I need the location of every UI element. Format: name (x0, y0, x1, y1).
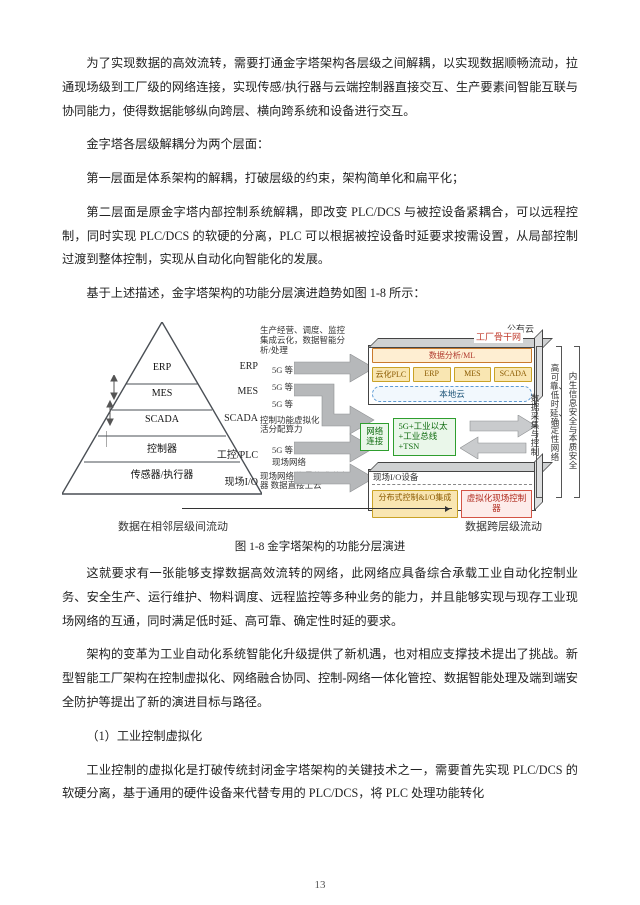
chip-plc: 云化PLC (372, 367, 410, 382)
figure-1-8: ERP MES SCADA 控制器 传感器/执行器 ERP MES SCADA … (62, 316, 578, 554)
section-heading: （1）工业控制虚拟化 (62, 725, 578, 749)
fig-bottom-right: 数据跨层级流动 (465, 518, 542, 534)
mid-erp: ERP (208, 361, 258, 372)
green-side: 网络连接 (360, 423, 389, 451)
io-left: 分布式控制&I/O集成 (372, 490, 458, 518)
paragraph-7: 架构的变革为工业自动化系统智能化升级提供了新机遇，也对相应支撑技术提出了挑战。新… (62, 643, 578, 714)
mid-mes: MES (208, 386, 258, 397)
paragraph-5: 基于上述描述，金字塔架构的功能分层演进趋势如图 1-8 所示： (62, 282, 578, 306)
chip-erp: ERP (413, 367, 451, 382)
io-title: 现场I/O设备 (369, 470, 535, 484)
io-right: 虚拟化现场控制器 (461, 490, 532, 518)
figure-title: 图 1-8 金字塔架构的功能分层演进 (62, 538, 578, 554)
vtext-safe: 内生信息安全与本质安全 (568, 372, 578, 470)
link-3: 5G 等 (272, 398, 293, 410)
paragraph-2: 金字塔各层级解耦分为两个层面： (62, 133, 578, 157)
mid-scada: SCADA (208, 413, 258, 424)
paragraph-1: 为了实现数据的高效流转，需要打通金字塔架构各层级之间解耦，以实现数据顺畅流动，拉… (62, 52, 578, 123)
local-cloud: 本地云 (372, 386, 532, 402)
chip-mes: MES (454, 367, 492, 382)
document-page: 为了实现数据的高效流转，需要打通金字塔架构各层级之间解耦，以实现数据顺畅流动，拉… (0, 0, 640, 905)
vtext-net: 高可靠、低时延、确定性网络 (550, 364, 560, 462)
chip-analytics: 数据分析/ML (372, 348, 532, 363)
vtext-collect: 数据采集与控制 (530, 394, 540, 456)
paragraph-3: 第一层面是体系架构的解耦，打破层级的约束，架构简单化和扁平化； (62, 167, 578, 191)
mid-io: 现场I/O (208, 473, 258, 488)
link-2: 5G 等 (272, 381, 293, 393)
right-stack: 公有云 工厂骨干网 数据分析/ML 云化PLC ERP MES SCADA 本地… (368, 322, 536, 511)
mid-plc: 工控/PLC (208, 446, 258, 461)
loop-arrows-icon (460, 415, 536, 459)
green-main: 5G+工业以太+工业总线+TSN (393, 418, 456, 455)
page-number: 13 (0, 879, 640, 891)
fig-bottom-left: 数据在相邻层级间流动 (118, 518, 228, 534)
link-1: 5G 等 (272, 364, 293, 376)
pyr-arrows (106, 375, 122, 491)
lower-box: 现场I/O设备 分布式控制&I/O集成 虚拟化现场控制器 (368, 469, 536, 511)
paragraph-6: 这就要求有一张能够支撑数据高效流转的网络，此网络应具备综合承载工业自动化控制业务… (62, 562, 578, 633)
upper-box: 工厂骨干网 数据分析/ML 云化PLC ERP MES SCADA 本地云 (368, 345, 536, 405)
note-top: 生产经营、调度、监控集成云化，数据智能分析/处理 (260, 326, 350, 355)
long-arrow (182, 508, 452, 509)
backbone-title: 工厂骨干网 (474, 330, 523, 343)
chip-scada: SCADA (494, 367, 532, 382)
paragraph-4: 第二层面是原金字塔内部控制系统解耦，即改变 PLC/DCS 与被控设备紧耦合，可… (62, 201, 578, 272)
paragraph-8: 工业控制的虚拟化是打破传统封闭金字塔架构的关键技术之一，需要首先实现 PLC/D… (62, 759, 578, 807)
link-4: 5G 等 (272, 444, 293, 456)
